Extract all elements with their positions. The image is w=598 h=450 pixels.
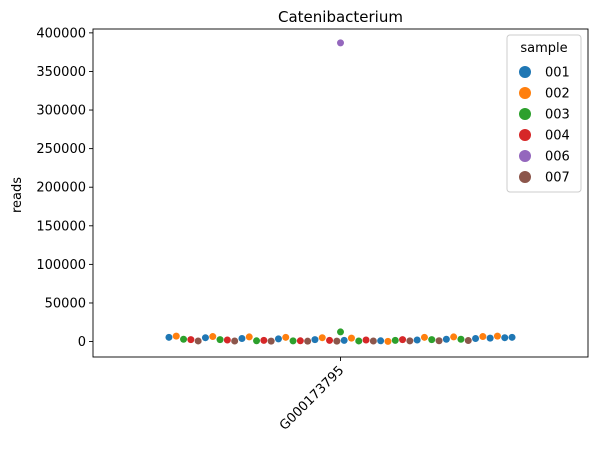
x-axis-ticks: G000173795	[277, 357, 347, 434]
data-point	[435, 337, 443, 345]
data-point	[304, 337, 312, 345]
legend-marker	[519, 171, 531, 183]
legend-entry-label: 003	[545, 108, 570, 123]
data-point	[282, 333, 290, 341]
data-point	[472, 334, 480, 342]
legend-entry-label: 001	[545, 66, 570, 81]
data-point	[238, 334, 246, 342]
legend-marker	[519, 150, 531, 162]
data-point	[337, 39, 344, 47]
y-tick-label: 200000	[36, 181, 86, 196]
data-point	[337, 328, 344, 336]
chart-title: Catenibacterium	[278, 8, 403, 26]
x-tick-label: G000173795	[277, 363, 347, 433]
legend-marker	[519, 129, 531, 141]
y-tick-label: 350000	[36, 65, 86, 80]
data-point	[369, 337, 377, 345]
data-point	[267, 337, 275, 345]
legend-frame	[506, 34, 582, 193]
legend-marker	[519, 108, 531, 120]
data-point	[464, 337, 472, 345]
data-point	[479, 333, 487, 341]
y-tick-label: 0	[78, 335, 86, 350]
data-point	[296, 337, 304, 345]
legend-entry-label: 004	[545, 129, 570, 144]
data-point	[326, 336, 334, 344]
data-point	[201, 334, 209, 342]
data-point	[457, 335, 465, 343]
data-point	[486, 334, 494, 342]
y-tick-label: 400000	[36, 26, 86, 41]
data-point	[274, 335, 282, 343]
legend-marker	[519, 87, 531, 99]
data-point	[216, 336, 224, 344]
data-point	[245, 333, 253, 341]
legend-title: sample	[520, 41, 567, 56]
data-point	[508, 333, 516, 341]
data-point	[223, 336, 231, 344]
data-point	[493, 332, 501, 340]
data-point	[253, 337, 261, 345]
y-tick-label: 100000	[36, 258, 86, 273]
y-axis-ticks: 0 50000 100000 150000 200000 250000 300000 3500…	[36, 26, 93, 350]
data-point	[428, 336, 436, 344]
legend-entry-label: 006	[545, 150, 570, 165]
data-point	[362, 336, 370, 344]
data-point	[180, 335, 188, 343]
y-tick-label: 250000	[36, 142, 86, 157]
legend: sample 001 002 003 004 006 007	[506, 34, 582, 193]
data-point	[333, 337, 341, 345]
data-point	[420, 333, 428, 341]
y-tick-label: 300000	[36, 104, 86, 119]
data-point	[340, 336, 348, 344]
legend-entry-label: 002	[545, 87, 570, 102]
data-point	[399, 336, 407, 344]
data-point	[391, 336, 399, 344]
data-points	[165, 39, 516, 345]
data-point	[450, 333, 458, 341]
legend-marker	[519, 66, 531, 78]
data-point	[442, 335, 450, 343]
data-point	[187, 336, 195, 344]
y-tick-label: 150000	[36, 219, 86, 234]
data-point	[501, 334, 509, 342]
y-axis-label: reads	[10, 177, 25, 213]
plot-area-frame	[92, 28, 589, 358]
data-point	[355, 337, 363, 345]
data-point	[384, 337, 392, 345]
legend-entry-label: 007	[545, 171, 570, 186]
data-point	[194, 337, 202, 345]
data-point	[231, 337, 239, 345]
data-point	[165, 333, 173, 341]
data-point	[413, 336, 421, 344]
data-point	[209, 333, 217, 341]
data-point	[260, 336, 268, 344]
data-point	[318, 334, 326, 342]
data-point	[377, 337, 385, 345]
data-point	[172, 332, 180, 340]
data-point	[347, 334, 355, 342]
y-tick-label: 50000	[45, 296, 86, 311]
data-point	[289, 337, 297, 345]
data-point	[311, 336, 319, 344]
data-point	[406, 337, 414, 345]
